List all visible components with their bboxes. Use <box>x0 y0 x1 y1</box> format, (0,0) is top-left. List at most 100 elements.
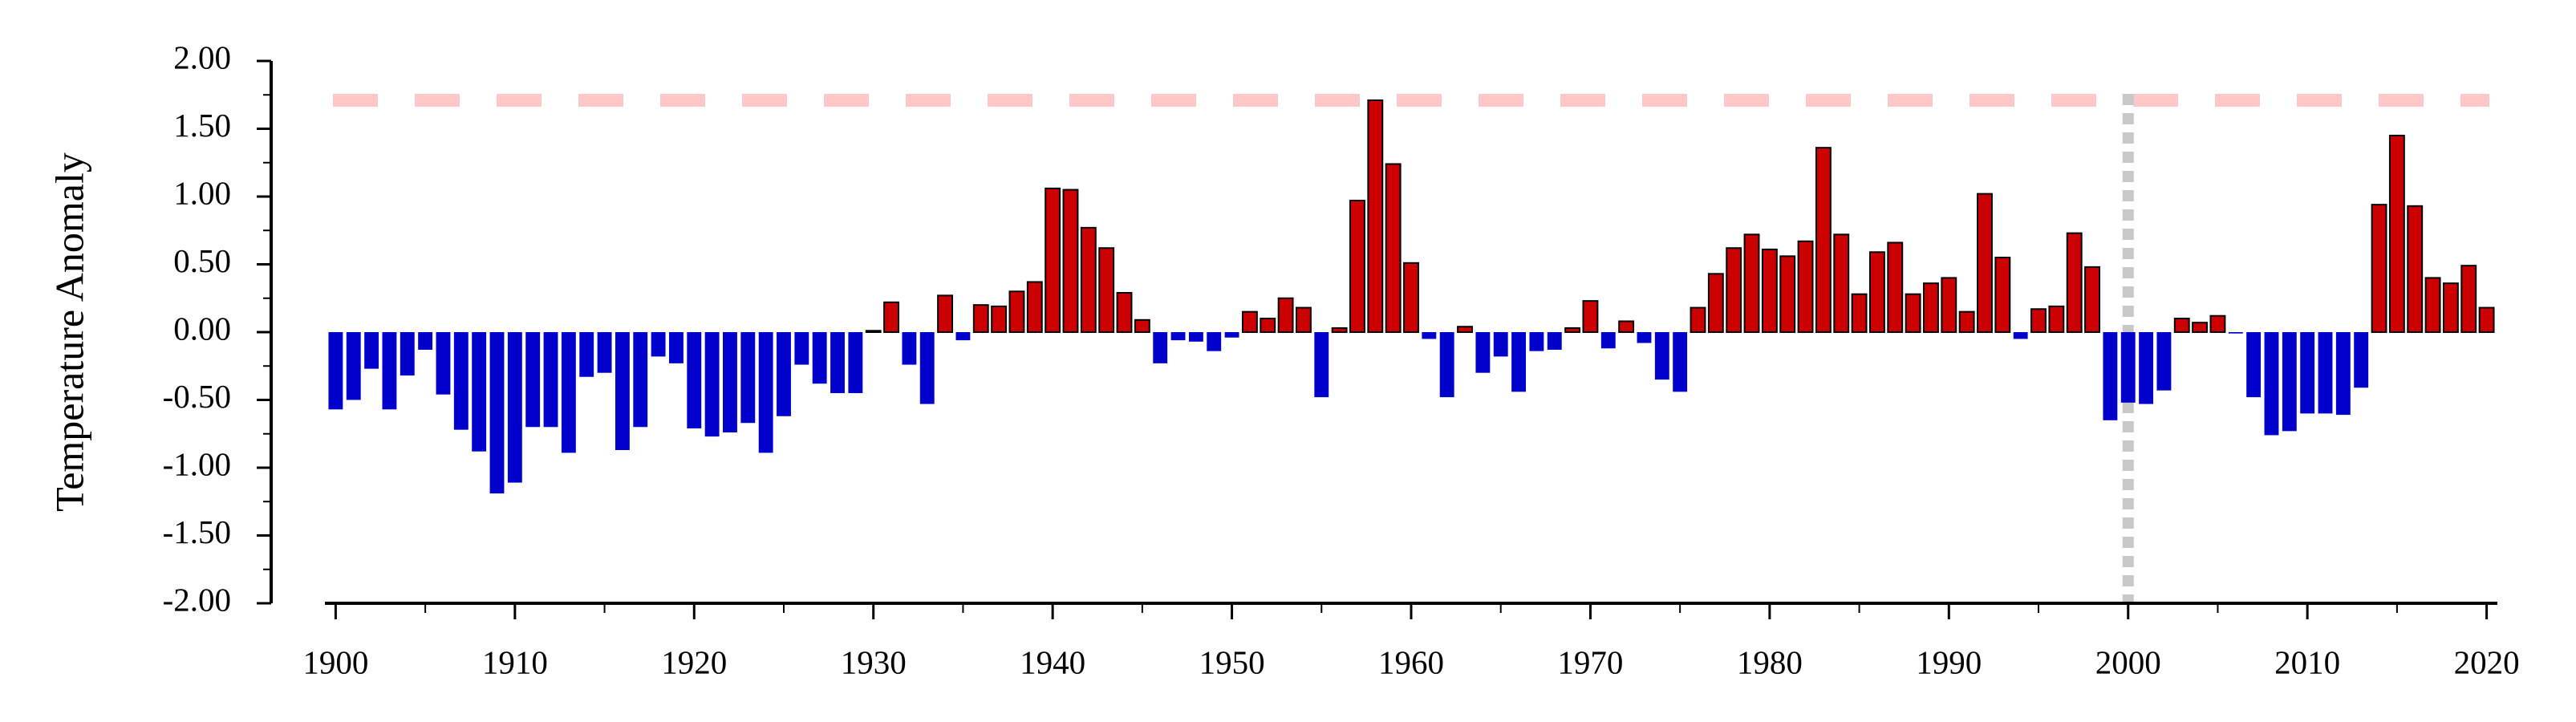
bar <box>1457 326 1473 333</box>
x-tick-label: 1920 <box>661 643 727 680</box>
x-tick-label: 1950 <box>1199 643 1265 680</box>
bar <box>1923 282 1939 334</box>
bar <box>1080 226 1097 333</box>
bar <box>2103 332 2118 420</box>
bar <box>2424 277 2441 333</box>
y-axis-label: Temperature Anomaly <box>47 152 91 512</box>
bar <box>937 294 954 333</box>
bar <box>1422 332 1437 339</box>
x-tick-label: 1900 <box>302 643 368 680</box>
bar <box>2388 134 2405 333</box>
y-tick-label: 1.50 <box>173 107 231 144</box>
bar <box>955 332 971 341</box>
bar <box>1564 327 1581 333</box>
bar <box>453 332 469 430</box>
x-tick-label: 1930 <box>841 643 907 680</box>
bar <box>436 332 451 395</box>
bar <box>1008 290 1025 333</box>
bar <box>1367 99 1384 333</box>
bar <box>902 332 917 365</box>
x-tick-label: 1990 <box>1916 643 1982 680</box>
bar <box>777 332 791 416</box>
bar <box>1637 332 1652 343</box>
y-tick-label: -1.00 <box>163 445 231 482</box>
bar <box>2318 332 2333 414</box>
bar <box>1654 332 1669 380</box>
bar <box>2335 332 2351 416</box>
bar <box>812 332 827 384</box>
x-tick-label: 2000 <box>2095 643 2161 680</box>
bar <box>848 332 863 394</box>
bar <box>651 332 666 357</box>
bar <box>2120 332 2136 403</box>
bar <box>2371 204 2387 333</box>
bar <box>2282 332 2297 432</box>
bar <box>1851 293 1868 333</box>
bar <box>1241 310 1258 333</box>
bar <box>525 332 541 428</box>
bar <box>1331 327 1348 333</box>
bar <box>1690 306 1706 333</box>
bar <box>1868 251 1885 334</box>
bar <box>1188 332 1203 342</box>
bar <box>668 332 684 363</box>
bar <box>1673 332 1688 392</box>
bar <box>758 332 773 453</box>
bar <box>2209 314 2226 334</box>
bar <box>1260 318 1276 334</box>
bar <box>1296 306 1312 333</box>
bar <box>1224 332 1239 338</box>
bar <box>1761 248 1778 333</box>
bar <box>1941 277 1957 333</box>
bar <box>1994 257 2011 333</box>
bar <box>2460 265 2477 333</box>
bar <box>2066 232 2083 334</box>
bar <box>364 332 379 369</box>
y-tick-label: 0.00 <box>173 310 231 347</box>
bar <box>561 332 576 453</box>
bar <box>1529 332 1544 351</box>
bar <box>2407 205 2424 333</box>
bar <box>489 332 505 494</box>
y-tick-label: 0.50 <box>173 242 231 279</box>
bar <box>991 305 1008 334</box>
x-tick-label: 1910 <box>482 643 548 680</box>
bar <box>1977 193 1993 333</box>
bar <box>1833 233 1850 334</box>
bar <box>687 332 702 428</box>
bar <box>346 332 361 400</box>
bar <box>2228 332 2243 334</box>
y-tick-label: -2.00 <box>163 581 231 618</box>
bar <box>1062 189 1079 333</box>
bar <box>1600 332 1616 349</box>
bar <box>2264 332 2279 436</box>
x-tick-label: 1970 <box>1557 643 1623 680</box>
bar <box>1207 332 1222 351</box>
bar <box>2478 306 2495 333</box>
bar <box>740 332 756 424</box>
bar <box>1618 320 1635 334</box>
bar <box>972 304 989 334</box>
y-tick-label: -0.50 <box>163 378 231 415</box>
bar <box>2048 305 2065 334</box>
bar <box>2156 332 2172 391</box>
bar <box>1403 262 1419 333</box>
bar <box>1475 332 1491 373</box>
bar <box>1098 247 1115 333</box>
bar <box>2139 332 2154 404</box>
bar <box>2013 332 2028 339</box>
bar <box>865 330 882 333</box>
bar <box>2354 332 2369 388</box>
bar <box>2246 332 2262 398</box>
bar <box>919 332 935 404</box>
bar <box>830 332 845 394</box>
y-tick-label: 2.00 <box>173 39 231 75</box>
bar <box>1134 318 1150 334</box>
bar <box>472 332 487 452</box>
y-tick-label: 1.00 <box>173 174 231 211</box>
bar <box>1797 240 1814 333</box>
bar <box>1511 332 1526 392</box>
bar <box>382 332 397 410</box>
bar <box>579 332 594 377</box>
